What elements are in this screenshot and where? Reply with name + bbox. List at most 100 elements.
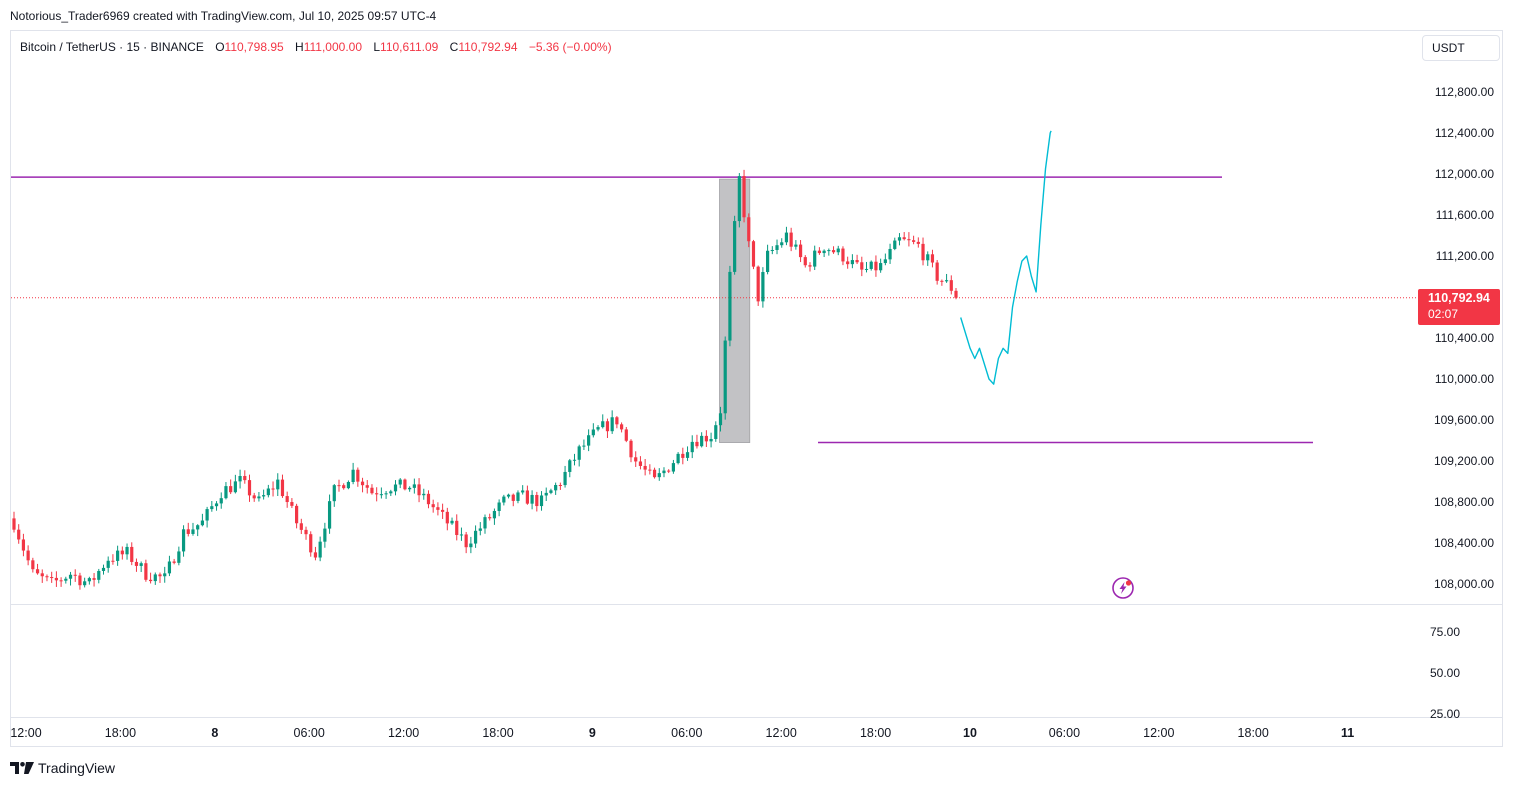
candle [846,256,850,269]
symbol-label[interactable]: Bitcoin / TetherUS · 15 · BINANCE [20,40,204,54]
candle-body [718,413,723,426]
candle [549,488,553,495]
time-tick-label: 11 [1341,726,1354,740]
candle [304,526,308,540]
candle-body [648,469,652,471]
candle [327,494,332,534]
candle-body [167,561,172,574]
candle-body [888,248,892,260]
currency-selector[interactable]: USDT [1422,35,1500,61]
candle-body [313,552,318,558]
candle [116,545,120,566]
price-tick-label: 110,000.00 [1435,372,1494,386]
candle-body [737,176,741,222]
chart-frame [10,30,1503,747]
candle-body [506,494,511,497]
price-axis[interactable]: 112,800.00 112,400.00 112,000.00 111,600.00… [1434,85,1494,591]
candle-body [92,578,96,580]
candle [789,227,793,252]
candle-body [408,487,412,490]
candle [445,507,449,531]
candle [615,416,619,429]
candle [671,459,675,474]
candle-body [266,488,270,496]
candle-body [445,511,449,524]
price-tick-label: 112,400.00 [1435,126,1494,140]
candle [309,531,313,557]
candle-body [327,501,332,529]
candle [596,425,600,432]
candle-body [101,567,106,571]
candle-body [539,495,544,507]
candle [54,571,58,587]
candle-body [869,261,873,269]
candle-body [841,248,845,262]
candle [944,273,949,283]
candle-body [803,257,807,266]
candle-body [455,520,459,536]
flash-icon[interactable] [1112,577,1134,599]
candle-body [685,452,690,458]
change-value: −5.36 (−0.00%) [528,40,612,54]
candle-body [356,469,360,482]
candle [238,469,242,489]
candle [35,563,40,575]
candle [78,572,82,590]
candle-body [723,340,727,414]
time-tick-label: 06:00 [1049,726,1080,740]
candle [742,169,746,223]
candle [59,577,63,587]
candle [954,288,958,300]
candle-body [874,261,878,271]
open-value: 110,798.95 [224,40,284,54]
time-tick-label: 18:00 [1238,726,1269,740]
candle [417,478,421,503]
price-tick-label: 108,800.00 [1434,495,1494,509]
candle-body [309,534,313,553]
candle-body [492,510,497,519]
candle-body [473,530,478,544]
candle-body [106,560,110,568]
candle-body [384,493,388,495]
candle-body [163,573,167,577]
candle [827,248,831,256]
candle-body [591,429,595,436]
candle [572,453,577,466]
candle-body [728,271,732,341]
low-value: 110,611.09 [380,40,439,54]
candle-body [902,237,906,240]
candle [813,245,817,271]
time-tick-label: 18:00 [105,726,136,740]
candle-body [469,543,473,548]
candle-body [634,457,638,462]
candle [426,490,431,509]
candle [921,237,925,266]
candle-body [351,469,355,482]
candle-body [949,280,953,291]
candle [483,514,487,534]
candle [450,517,454,525]
time-axis[interactable]: 12:00 18:00 8 06:00 12:00 18:00 9 06:00 12:00 18:… [10,726,1354,740]
candle-body [864,268,869,270]
candle [930,249,935,268]
candle [83,577,87,588]
candle [92,573,96,587]
candle-body [643,465,647,470]
candle-series [12,169,958,590]
candle-body [186,529,190,534]
candle-body [73,574,77,576]
candle-body [158,574,162,577]
candle-body [35,569,40,574]
candle-body [601,421,605,428]
candle-body [318,541,322,558]
candle [761,267,765,308]
footer-brand[interactable]: TradingView [10,760,115,777]
candle [756,265,760,306]
candle-body [431,504,435,508]
candle-body [525,490,529,504]
candle-body [252,495,256,499]
footer-brand-label: TradingView [38,760,116,776]
candle [257,491,261,502]
candle-body [285,496,289,503]
